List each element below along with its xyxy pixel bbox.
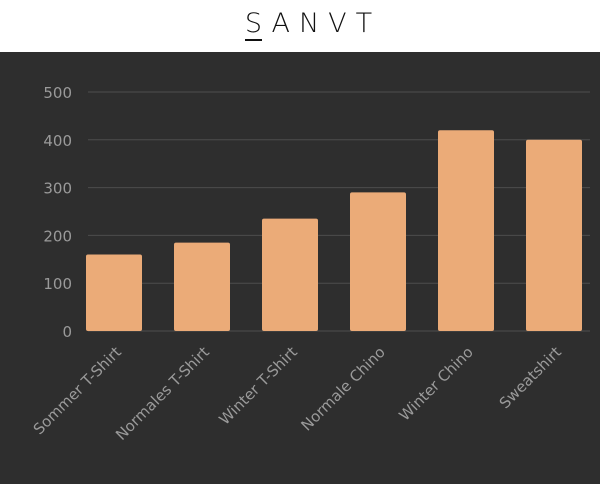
x-tick-label: Winter Chino xyxy=(395,343,476,424)
brand-logo[interactable]: SANVT xyxy=(245,8,381,39)
y-tick-label: 400 xyxy=(43,132,72,150)
y-tick-label: 500 xyxy=(43,84,72,102)
bar xyxy=(262,218,318,331)
bar xyxy=(350,192,406,331)
x-tick-label: Normale Chino xyxy=(298,343,389,434)
bar xyxy=(86,254,142,331)
x-tick-label: Winter T-Shirt xyxy=(216,343,301,428)
x-tick-label: Normales T-Shirt xyxy=(112,343,213,444)
y-tick-label: 200 xyxy=(43,227,72,245)
y-tick-label: 0 xyxy=(62,323,72,341)
x-tick-label: Sommer T-Shirt xyxy=(30,343,125,438)
y-tick-label: 300 xyxy=(43,180,72,198)
bar xyxy=(438,130,494,331)
x-tick-label: Sweatshirt xyxy=(496,343,565,412)
bar xyxy=(174,242,230,331)
y-tick-label: 100 xyxy=(43,275,72,293)
bar xyxy=(526,139,582,331)
header: SANVT xyxy=(0,0,600,48)
